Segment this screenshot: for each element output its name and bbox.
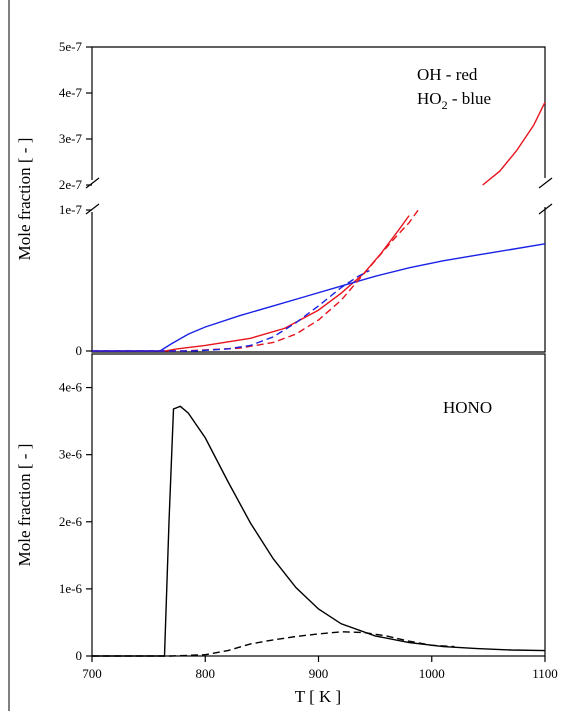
xtick-700-label: 700 [82,666,102,681]
top-series-group [92,101,546,352]
top-y-axis: 2e-7 3e-7 4e-7 5e-7 0 1e-7 [59,39,92,358]
bottom-series-group [92,405,546,657]
top-panel: 2e-7 3e-7 4e-7 5e-7 0 1e-7 Mole fraction [ - … [15,39,553,358]
top-ytick-1e-7-label: 1e-7 [59,202,83,217]
top-series-oh-solid-0 [92,215,410,352]
top-ytick-4e-7-label: 4e-7 [59,85,83,100]
legend-oh: OH - red [417,65,478,84]
bottom-ytick-4e-6-label: 4e-6 [59,380,83,395]
xtick-800-label: 800 [196,666,216,681]
bottom-ytick-2e-6-label: 2e-6 [59,514,83,529]
bottom-ytick-1e-6-label: 1e-6 [59,581,83,596]
top-series-oh-solid-1 [482,101,546,186]
bottom-series-hono-dashed-0 [92,631,455,657]
top-panel-frame [91,46,546,353]
xtick-1100-label: 1100 [532,666,558,681]
axis-break-left [85,177,100,215]
top-series-ho2-solid-0 [92,243,546,352]
top-ytick-0-label: 0 [76,343,83,358]
bottom-y-axis: 0 1e-6 2e-6 3e-6 4e-6 [59,380,92,663]
legend-hono: HONO [443,398,492,417]
top-ytick-2e-7-label: 2e-7 [59,177,83,192]
xtick-1000-label: 1000 [419,666,445,681]
bottom-series-hono-solid-0 [92,405,546,657]
bottom-ytick-0-label: 0 [76,648,83,663]
legend-ho2: HO2 - blue [417,89,491,112]
x-axis-title: T [ K ] [295,687,341,706]
bottom-y-axis-title: Mole fraction [ - ] [15,444,34,567]
xtick-900-label: 900 [309,666,329,681]
top-series-oh-dashed-0 [92,209,419,352]
legend-ho2-main: HO [417,89,442,108]
legend-ho2-subscript: 2 [442,98,448,112]
axis-break-right [538,177,553,215]
top-ytick-3e-7-label: 3e-7 [59,131,83,146]
top-y-axis-title: Mole fraction [ - ] [15,138,34,261]
bottom-ytick-3e-6-label: 3e-6 [59,447,83,462]
top-series-ho2-dashed-0 [92,269,370,352]
legend-ho2-suffix: - blue [448,89,491,108]
top-ytick-5e-7-label: 5e-7 [59,39,83,54]
bottom-panel: 0 1e-6 2e-6 3e-6 4e-6 700 800 900 1000 1100 Mole… [15,353,558,706]
x-axis: 700 800 900 1000 1100 [82,656,558,681]
